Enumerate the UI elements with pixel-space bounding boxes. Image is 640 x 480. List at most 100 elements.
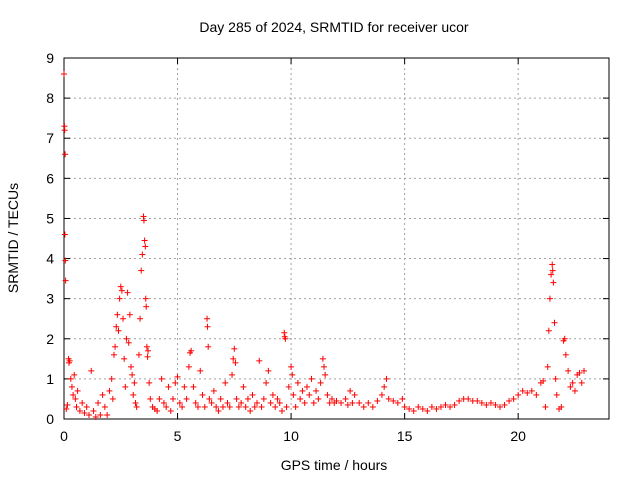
data-point bbox=[553, 391, 560, 398]
data-point bbox=[142, 243, 149, 250]
data-point bbox=[260, 395, 267, 402]
data-point bbox=[569, 379, 576, 386]
y-tick-label: 7 bbox=[46, 130, 54, 146]
data-point bbox=[544, 363, 551, 370]
data-point bbox=[256, 357, 263, 364]
data-point bbox=[265, 367, 272, 374]
data-point bbox=[97, 411, 104, 418]
data-point bbox=[167, 407, 174, 414]
y-tick-label: 4 bbox=[46, 251, 54, 267]
data-point bbox=[306, 391, 313, 398]
data-point bbox=[199, 391, 206, 398]
x-tick-label: 5 bbox=[174, 428, 182, 444]
data-point bbox=[301, 399, 308, 406]
data-point bbox=[226, 403, 233, 410]
data-point bbox=[242, 403, 249, 410]
data-point bbox=[138, 267, 145, 274]
data-point bbox=[542, 403, 549, 410]
data-point bbox=[315, 395, 322, 402]
data-point bbox=[285, 383, 292, 390]
data-point bbox=[165, 383, 172, 390]
data-point bbox=[160, 399, 167, 406]
data-point bbox=[561, 335, 568, 342]
data-point bbox=[251, 403, 258, 410]
data-point bbox=[269, 391, 276, 398]
data-point bbox=[62, 257, 69, 264]
data-point bbox=[478, 399, 485, 406]
data-point bbox=[197, 367, 204, 374]
x-tick-label: 15 bbox=[397, 428, 413, 444]
data-point bbox=[219, 403, 226, 410]
data-point bbox=[235, 403, 242, 410]
x-axis-label: GPS time / hours bbox=[281, 457, 388, 473]
data-point bbox=[571, 387, 578, 394]
data-point bbox=[109, 395, 116, 402]
data-point bbox=[294, 379, 301, 386]
data-point bbox=[497, 403, 503, 410]
data-point bbox=[112, 343, 119, 350]
data-point bbox=[328, 395, 335, 402]
data-points bbox=[61, 71, 588, 420]
data-point bbox=[215, 407, 222, 414]
data-point bbox=[533, 391, 540, 398]
y-tick-label: 0 bbox=[46, 411, 54, 427]
data-point bbox=[74, 387, 81, 394]
data-point bbox=[383, 375, 390, 382]
data-point bbox=[92, 413, 99, 420]
data-point bbox=[299, 387, 306, 394]
data-point bbox=[433, 405, 440, 412]
data-point bbox=[145, 347, 152, 354]
data-point bbox=[515, 391, 522, 398]
data-point bbox=[565, 367, 572, 374]
data-point bbox=[342, 395, 349, 402]
data-point bbox=[401, 403, 408, 410]
data-point bbox=[66, 357, 73, 364]
data-point bbox=[263, 379, 270, 386]
data-point bbox=[115, 327, 122, 334]
data-point bbox=[347, 387, 354, 394]
data-point bbox=[365, 399, 372, 406]
data-point bbox=[121, 355, 128, 362]
data-point bbox=[369, 403, 376, 410]
data-point bbox=[321, 363, 328, 370]
data-point bbox=[113, 323, 120, 330]
data-point bbox=[313, 387, 320, 394]
data-point bbox=[374, 397, 381, 404]
data-point bbox=[378, 391, 385, 398]
data-point bbox=[419, 405, 426, 412]
data-point bbox=[550, 279, 557, 286]
data-point bbox=[240, 383, 247, 390]
data-point bbox=[324, 391, 331, 398]
data-point bbox=[351, 391, 358, 398]
y-tick-label: 2 bbox=[46, 331, 54, 347]
data-point bbox=[183, 395, 190, 402]
x-tick-label: 20 bbox=[510, 428, 526, 444]
data-point bbox=[141, 237, 148, 244]
data-point bbox=[567, 383, 574, 390]
data-point bbox=[204, 315, 211, 322]
data-point bbox=[474, 397, 481, 404]
data-point bbox=[106, 387, 113, 394]
data-point bbox=[206, 395, 213, 402]
data-point bbox=[360, 403, 367, 410]
data-point bbox=[132, 399, 139, 406]
data-point bbox=[126, 311, 133, 318]
data-point bbox=[208, 399, 215, 406]
data-point bbox=[310, 399, 317, 406]
y-tick-label: 5 bbox=[46, 210, 54, 226]
data-point bbox=[61, 71, 67, 78]
data-point bbox=[67, 375, 74, 382]
data-point bbox=[176, 399, 183, 406]
y-axis-label: SRMTID / TECUs bbox=[5, 183, 21, 293]
data-point bbox=[131, 379, 138, 386]
data-point bbox=[158, 375, 165, 382]
data-point bbox=[524, 389, 531, 396]
data-point bbox=[276, 399, 283, 406]
data-point bbox=[83, 403, 90, 410]
data-point bbox=[120, 315, 127, 322]
data-point bbox=[81, 409, 88, 416]
data-point bbox=[229, 371, 236, 378]
data-point bbox=[140, 217, 147, 224]
data-point bbox=[72, 395, 79, 402]
data-point bbox=[381, 383, 388, 390]
